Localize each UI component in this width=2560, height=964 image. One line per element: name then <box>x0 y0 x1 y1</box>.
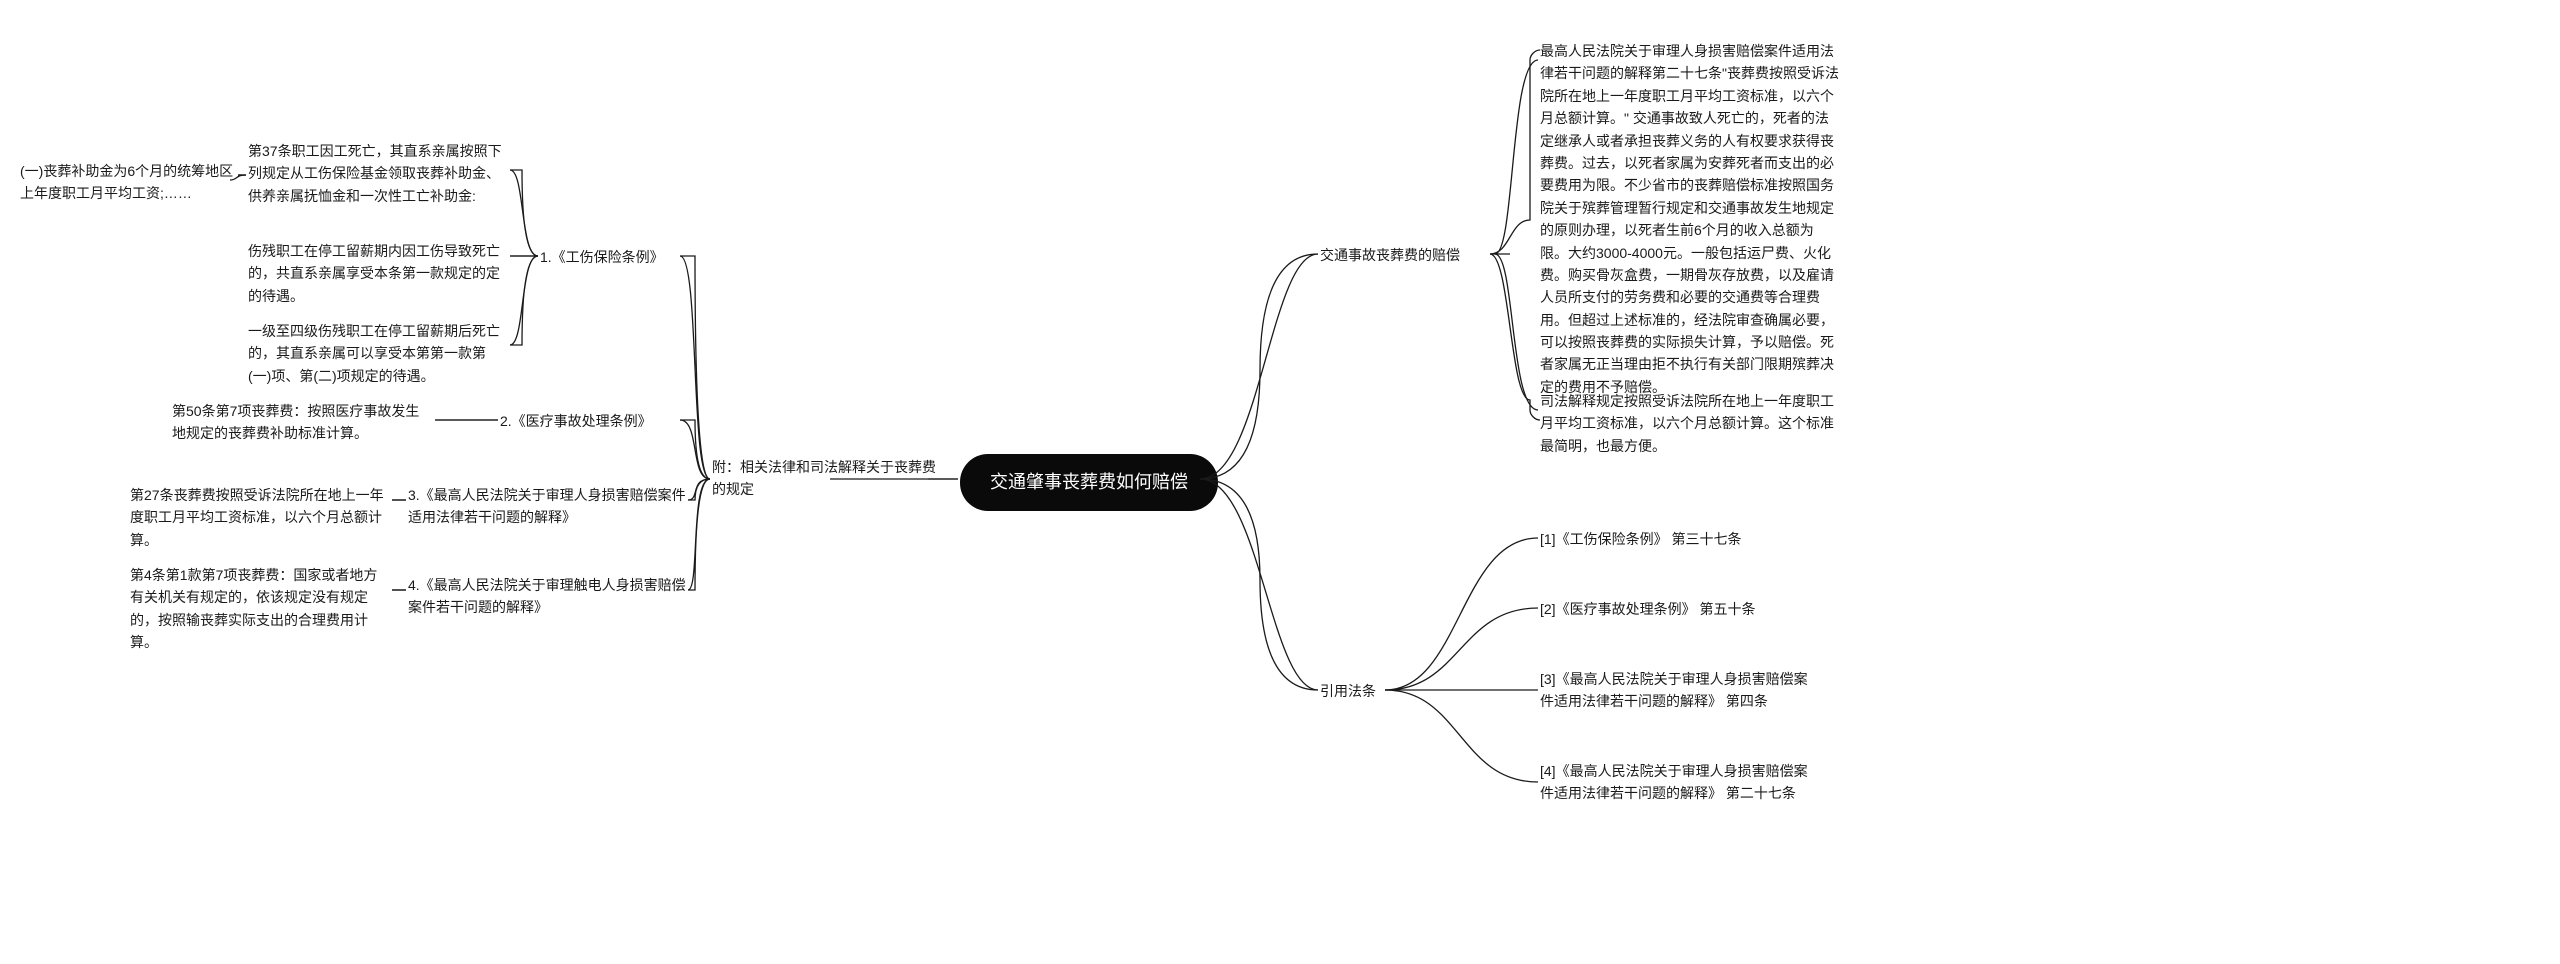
right-branch-2-child-3: [4]《最高人民法院关于审理人身损害赔偿案件适用法律若干问题的解释》 第二十七条 <box>1540 760 1810 805</box>
right-branch-1-child-0: 最高人民法院关于审理人身损害赔偿案件适用法律若干问题的解释第二十七条"丧葬费按照… <box>1540 40 1840 398</box>
left-l3-3-0: 第4条第1款第7项丧葬费：国家或者地方有关机关有规定的，依该规定没有规定的，按照… <box>130 564 390 654</box>
right-branch-2-label[interactable]: 引用法条 <box>1320 680 1376 702</box>
left-branch-1-label[interactable]: 附：相关法律和司法解释关于丧葬费的规定 <box>712 456 942 501</box>
left-l3-0-2: 一级至四级伤残职工在停工留薪期后死亡的，其直系亲属可以享受本第第一款第(一)项、… <box>248 320 508 387</box>
left-l4-0: (一)丧葬补助金为6个月的统筹地区上年度职工月平均工资;…… <box>20 160 240 205</box>
right-branch-1-label[interactable]: 交通事故丧葬费的赔偿 <box>1320 244 1460 266</box>
left-l2-1-label[interactable]: 2.《医疗事故处理条例》 <box>500 410 652 432</box>
left-l3-0-0: 第37条职工因工死亡，其直系亲属按照下列规定从工伤保险基金领取丧葬补助金、供养亲… <box>248 140 508 207</box>
left-l2-0-label[interactable]: 1.《工伤保险条例》 <box>540 246 664 268</box>
right-branch-1-child-1: 司法解释规定按照受诉法院所在地上一年度职工月平均工资标准，以六个月总额计算。这个… <box>1540 390 1840 457</box>
left-l2-3-label[interactable]: 4.《最高人民法院关于审理触电人身损害赔偿案件若干问题的解释》 <box>408 574 688 619</box>
left-l3-1-0: 第50条第7项丧葬费：按照医疗事故发生地规定的丧葬费补助标准计算。 <box>172 400 432 445</box>
left-l3-0-1: 伤残职工在停工留薪期内因工伤导致死亡的，共直系亲属享受本条第一款规定的定的待遇。 <box>248 240 508 307</box>
left-l2-2-label[interactable]: 3.《最高人民法院关于审理人身损害赔偿案件适用法律若干问题的解释》 <box>408 484 688 529</box>
root-node[interactable]: 交通肇事丧葬费如何赔偿 <box>960 454 1218 511</box>
left-l3-2-0: 第27条丧葬费按照受诉法院所在地上一年度职工月平均工资标准，以六个月总额计算。 <box>130 484 390 551</box>
right-branch-2-child-0: [1]《工伤保险条例》 第三十七条 <box>1540 528 1741 550</box>
right-branch-2-child-2: [3]《最高人民法院关于审理人身损害赔偿案件适用法律若干问题的解释》 第四条 <box>1540 668 1810 713</box>
right-branch-2-child-1: [2]《医疗事故处理条例》 第五十条 <box>1540 598 1755 620</box>
